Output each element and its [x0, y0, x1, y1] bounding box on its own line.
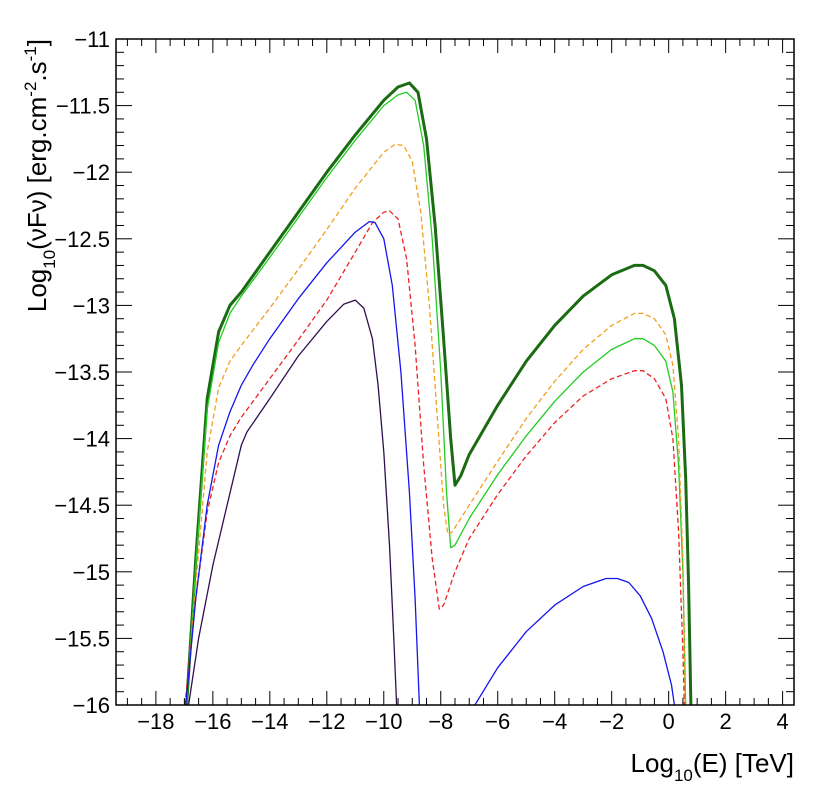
y-tick-label: −12 — [73, 160, 110, 185]
plot-frame — [115, 38, 795, 706]
x-tick-label: −10 — [365, 709, 402, 734]
series-line-7 — [187, 299, 398, 705]
x-tick-label: −16 — [194, 709, 231, 734]
series-layer — [184, 81, 693, 705]
y-tick-label: −15 — [73, 560, 110, 585]
x-tick-label: −6 — [485, 709, 510, 734]
x-tick-labels: −18 −16 −14 −12 −10 −8 −6 −4 −2 0 2 4 — [137, 709, 789, 734]
ticks-layer — [116, 39, 794, 706]
y-tick-label: −15.5 — [54, 626, 110, 651]
x-tick-label: 0 — [663, 709, 675, 734]
x-tick-label: 2 — [720, 709, 732, 734]
y-tick-label: −13.5 — [54, 360, 110, 385]
x-tick-label: −2 — [599, 709, 624, 734]
x-axis-title: Log10(E) [TeV] — [631, 748, 794, 785]
x-tick-label: 4 — [776, 709, 788, 734]
series-line-3 — [185, 143, 686, 705]
y-tick-label: −12.5 — [54, 227, 110, 252]
x-tick-label: −4 — [542, 709, 567, 734]
series-line-2 — [185, 91, 687, 705]
x-tick-label: −12 — [308, 709, 345, 734]
y-tick-label: −16 — [73, 693, 110, 718]
x-tick-label: −18 — [137, 709, 174, 734]
series-line-6 — [474, 577, 676, 705]
y-tick-label: −14.5 — [54, 493, 110, 518]
y-tick-label: −14 — [73, 427, 110, 452]
y-axis-title: Log10(νFν) [erg.cm-2.s-1] — [21, 39, 59, 312]
x-tick-label: −8 — [428, 709, 453, 734]
series-line-4 — [184, 210, 685, 705]
y-tick-labels: −11 −11.5 −12 −12.5 −13 −13.5 −14 −14.5 −15 −15.5… — [54, 27, 110, 718]
y-tick-label: −11.5 — [56, 94, 110, 119]
x-tick-label: −14 — [251, 709, 288, 734]
series-line-5 — [185, 220, 421, 705]
series-line-1 — [185, 81, 693, 705]
y-tick-label: −11 — [74, 27, 110, 52]
y-tick-label: −13 — [73, 293, 110, 318]
